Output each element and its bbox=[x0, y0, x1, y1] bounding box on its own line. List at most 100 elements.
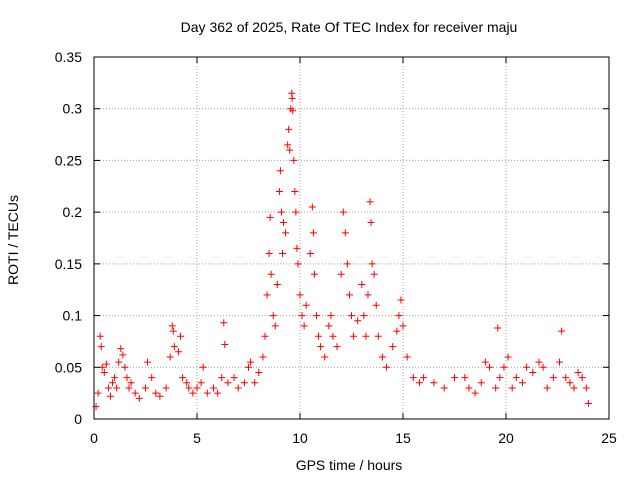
data-point bbox=[430, 379, 438, 387]
data-point bbox=[271, 322, 279, 330]
data-point bbox=[471, 389, 479, 397]
data-point bbox=[339, 208, 347, 216]
data-point bbox=[156, 392, 164, 400]
data-point bbox=[179, 374, 187, 382]
data-point bbox=[389, 343, 397, 351]
data-point bbox=[259, 353, 267, 361]
data-point bbox=[341, 229, 349, 237]
data-point bbox=[504, 353, 512, 361]
data-point bbox=[245, 363, 252, 371]
data-point bbox=[309, 229, 317, 237]
data-point bbox=[294, 260, 302, 268]
data-point bbox=[492, 384, 500, 392]
data-point bbox=[372, 301, 380, 309]
data-point bbox=[183, 379, 191, 387]
data-point bbox=[199, 363, 207, 371]
data-point bbox=[185, 384, 193, 392]
data-point bbox=[364, 291, 372, 299]
data-point bbox=[169, 327, 177, 335]
data-point bbox=[106, 392, 114, 400]
data-point bbox=[298, 312, 306, 320]
data-point bbox=[574, 368, 582, 376]
data-point bbox=[300, 322, 308, 330]
data-point bbox=[578, 374, 586, 382]
data-point bbox=[221, 341, 229, 349]
y-tick-label: 0.2 bbox=[63, 204, 83, 220]
data-point bbox=[306, 250, 314, 258]
data-point bbox=[477, 379, 485, 387]
data-point bbox=[170, 343, 178, 351]
chart-title: Day 362 of 2025, Rate Of TEC Index for r… bbox=[181, 19, 518, 35]
data-point bbox=[267, 270, 275, 278]
data-point bbox=[350, 332, 358, 340]
data-points bbox=[92, 89, 592, 411]
data-point bbox=[113, 384, 121, 392]
data-point bbox=[333, 343, 341, 351]
data-point bbox=[263, 291, 271, 299]
x-tick-label: 10 bbox=[292, 430, 308, 446]
y-tick-label: 0.3 bbox=[63, 101, 83, 117]
data-point bbox=[409, 374, 417, 382]
data-point bbox=[397, 296, 405, 304]
x-tick-labels: 0 5 10 15 20 25 bbox=[90, 430, 617, 446]
data-point bbox=[512, 374, 520, 382]
data-point bbox=[374, 332, 382, 340]
data-point bbox=[96, 332, 104, 340]
x-tick-label: 5 bbox=[193, 430, 201, 446]
x-axis-label: GPS time / hours bbox=[296, 457, 403, 473]
data-point bbox=[230, 374, 238, 382]
data-point bbox=[343, 260, 351, 268]
data-point bbox=[127, 379, 135, 387]
data-point bbox=[135, 394, 143, 402]
data-point bbox=[302, 301, 310, 309]
data-point bbox=[247, 358, 255, 366]
x-tick-label: 15 bbox=[395, 430, 411, 446]
data-point bbox=[261, 332, 269, 340]
data-point bbox=[97, 343, 105, 351]
data-point bbox=[348, 312, 355, 320]
data-point bbox=[123, 374, 131, 382]
data-point bbox=[312, 312, 320, 320]
data-point bbox=[549, 374, 557, 382]
data-point bbox=[337, 270, 345, 278]
data-point bbox=[277, 208, 285, 216]
data-point bbox=[266, 213, 274, 221]
data-point bbox=[486, 363, 494, 371]
data-point bbox=[193, 384, 201, 392]
data-point bbox=[508, 384, 516, 392]
data-point bbox=[308, 203, 316, 211]
data-point bbox=[556, 358, 564, 366]
data-point bbox=[496, 374, 504, 382]
data-point bbox=[269, 312, 277, 320]
y-tick-label: 0.15 bbox=[55, 256, 82, 272]
data-point bbox=[317, 343, 325, 351]
data-point bbox=[117, 345, 125, 353]
data-point bbox=[203, 389, 211, 397]
data-point bbox=[94, 389, 102, 397]
data-point bbox=[378, 353, 386, 361]
data-point bbox=[284, 141, 292, 149]
data-point bbox=[523, 363, 531, 371]
plot-frame bbox=[93, 56, 610, 420]
y-tick-label: 0.25 bbox=[55, 152, 82, 168]
data-point bbox=[451, 374, 458, 382]
data-point bbox=[209, 384, 217, 392]
data-point bbox=[310, 270, 318, 278]
data-point bbox=[125, 384, 133, 392]
data-point bbox=[148, 374, 156, 382]
data-point bbox=[251, 379, 259, 387]
y-tick-label: 0.05 bbox=[55, 359, 82, 375]
data-point bbox=[100, 368, 108, 376]
data-point bbox=[174, 348, 182, 356]
data-point bbox=[367, 218, 375, 226]
data-point bbox=[220, 319, 228, 327]
data-point bbox=[325, 322, 333, 330]
data-point bbox=[465, 384, 473, 392]
data-point bbox=[366, 198, 374, 206]
data-point bbox=[288, 94, 296, 102]
data-point bbox=[144, 358, 152, 366]
data-point bbox=[327, 312, 335, 320]
data-point bbox=[420, 374, 428, 382]
